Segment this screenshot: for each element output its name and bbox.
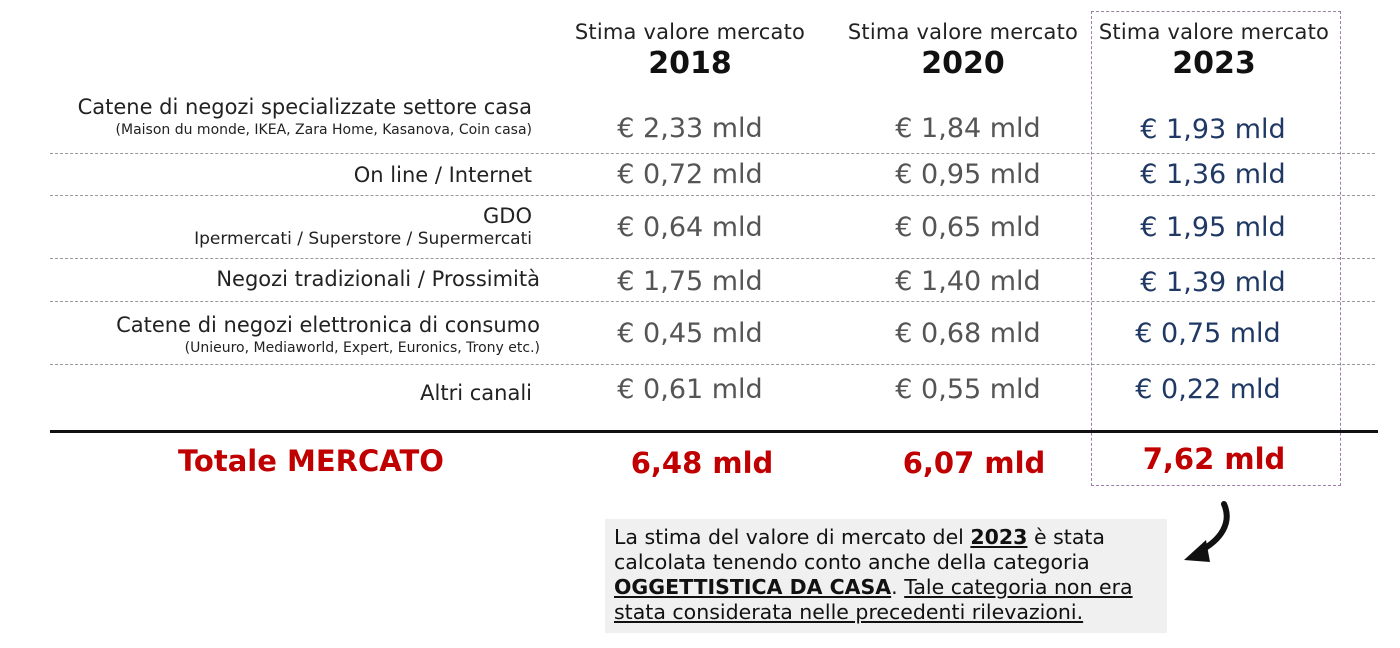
value-cell: € 0,95 mld [895,159,1041,190]
footnote-text: . [891,575,905,599]
value-cell-highlight: € 1,93 mld [1140,114,1286,145]
column-header-2023: Stima valore mercato 2023 [1084,20,1344,81]
footnote-year: 2023 [970,525,1028,549]
column-subtitle: Stima valore mercato [574,20,806,44]
row-label-note: (Unieuro, Mediaworld, Expert, Euronics, … [184,340,540,356]
value-cell: € 0,72 mld [617,159,763,190]
column-subtitle: Stima valore mercato [847,20,1079,44]
value-cell-highlight: € 1,95 mld [1140,212,1286,243]
value-cell-highlight: € 1,36 mld [1140,159,1286,190]
row-label-specialized-chains: Catene di negozi specializzate settore c… [12,94,532,140]
row-label-other: Altri canali [12,380,532,406]
footnote-underlined: Tale categoria non era stata considerata… [614,575,1133,624]
value-cell: € 0,64 mld [617,212,763,243]
value-cell-highlight: € 0,22 mld [1135,374,1281,405]
row-divider [50,153,1375,154]
column-subtitle: Stima valore mercato [1098,20,1330,44]
row-label-main: On line / Internet [353,163,532,187]
value-cell-highlight: € 1,39 mld [1140,267,1286,298]
column-header-2020: Stima valore mercato 2020 [833,20,1093,81]
curved-arrow-icon [1184,501,1230,562]
row-divider [50,195,1375,196]
total-value: 6,48 mld [630,446,774,480]
value-cell: € 1,75 mld [617,266,763,297]
value-cell: € 0,55 mld [895,374,1041,405]
value-cell: € 2,33 mld [617,113,763,144]
row-label-main: Catene di negozi elettronica di consumo [116,313,540,337]
footnote-box: La stima del valore di mercato del 2023 … [605,519,1167,633]
row-label-electronics: Catene di negozi elettronica di consumo … [12,312,540,358]
column-header-2018: Stima valore mercato 2018 [560,20,820,81]
column-year: 2018 [648,46,732,81]
row-label-gdo: GDO Ipermercati / Superstore / Supermerc… [12,203,532,249]
column-year: 2020 [921,46,1005,81]
row-label-main: GDO [483,204,532,228]
row-divider [50,301,1375,302]
footnote-text: La stima del valore di mercato del [614,525,971,549]
row-label-note: (Maison du monde, IKEA, Zara Home, Kasan… [115,122,532,138]
total-value: 6,07 mld [902,446,1046,480]
row-label-main: Altri canali [420,381,532,405]
row-label-traditional: Negozi tradizionali / Prossimità [12,266,540,292]
row-label-main: Catene di negozi specializzate settore c… [77,95,532,119]
row-label-note: Ipermercati / Superstore / Supermercati [194,229,532,249]
footnote-category: OGGETTISTICA DA CASA [614,575,892,599]
value-cell: € 0,45 mld [617,318,763,349]
footnote-text: è stata calcolata tenendo conto anche de… [614,525,1105,574]
value-cell: € 1,40 mld [895,266,1041,297]
value-cell: € 1,84 mld [895,113,1041,144]
value-cell-highlight: € 0,75 mld [1135,318,1281,349]
value-cell: € 0,68 mld [895,318,1041,349]
total-value-2023: 7,62 mld [1142,442,1286,476]
row-label-online: On line / Internet [12,162,532,188]
total-label: Totale MERCATO [178,444,444,478]
value-cell: € 0,61 mld [617,374,763,405]
row-divider [50,258,1375,259]
highlight-2023-box [1091,11,1341,486]
row-label-main: Negozi tradizionali / Prossimità [216,267,540,291]
row-divider [50,364,1375,365]
column-year: 2023 [1172,46,1256,81]
value-cell: € 0,65 mld [895,212,1041,243]
total-separator [50,430,1378,433]
